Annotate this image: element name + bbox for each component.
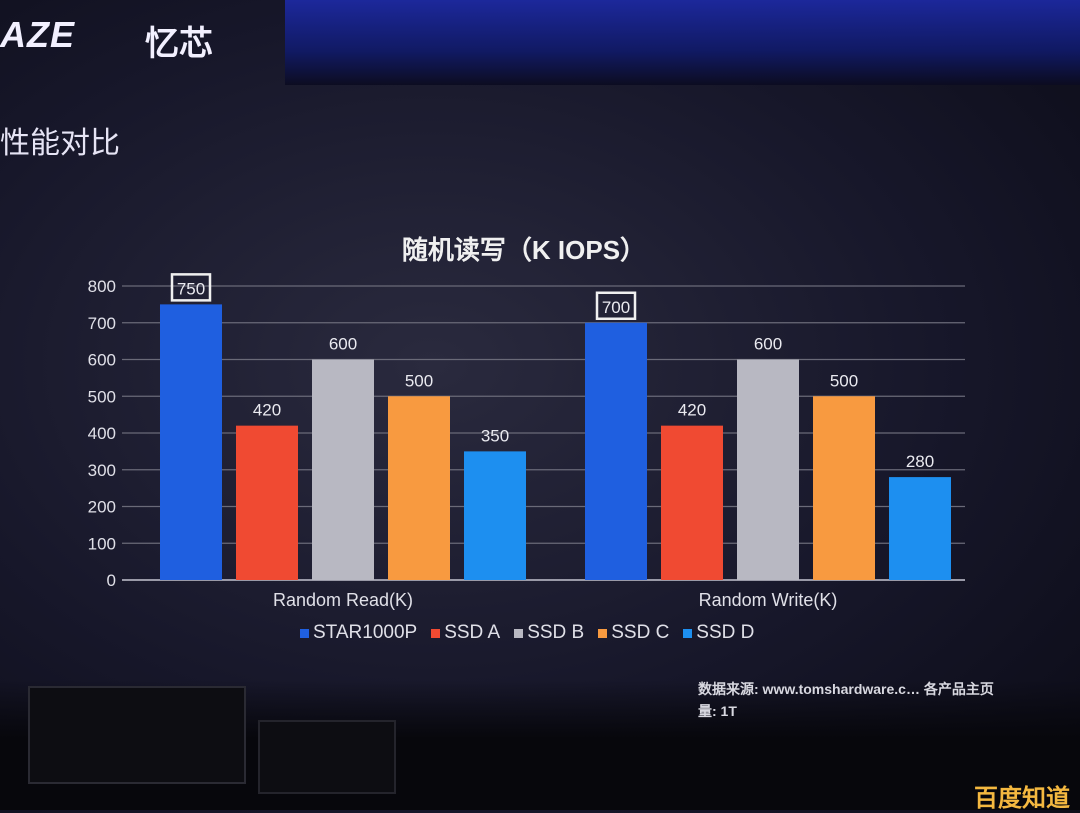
data-label: 420 [678, 401, 706, 420]
bar [661, 425, 723, 580]
logo: AZE [0, 14, 75, 55]
y-tick-label: 100 [88, 534, 116, 553]
legend-label: SSD D [696, 622, 755, 643]
legend-swatch [683, 628, 693, 638]
legend-item: SSD B [514, 622, 584, 644]
bar [889, 477, 951, 580]
bar [464, 451, 526, 580]
legend-swatch [514, 628, 524, 638]
y-tick-label: 400 [88, 424, 116, 443]
legend-swatch [300, 628, 309, 638]
legend-item: SSD A [431, 622, 500, 644]
legend-label: STAR1000P [313, 622, 418, 643]
data-label: 420 [253, 401, 281, 420]
legend-label: SSD A [444, 622, 501, 643]
data-label: 600 [754, 335, 782, 354]
stage-monitor [258, 720, 396, 794]
bar [236, 425, 298, 580]
stage-monitor [28, 686, 246, 784]
legend: STAR1000P SSD A SSD B SSD C SSD D [300, 622, 754, 644]
data-label: 750 [177, 279, 205, 298]
legend-item: STAR1000P [300, 622, 417, 644]
value-highlight-box [170, 273, 212, 302]
bar [585, 322, 647, 580]
legend-label: SSD B [527, 622, 585, 643]
data-source: 数据来源: www.tomshardware.c… 各产品主页 量: 1T [698, 678, 994, 722]
bar [312, 359, 374, 580]
y-tick-label: 800 [88, 277, 116, 296]
data-label: 600 [329, 335, 357, 354]
logo-cn: 忆芯 [145, 25, 213, 63]
y-tick-label: 200 [88, 498, 116, 517]
bar [813, 396, 875, 580]
y-tick-label: 700 [88, 314, 116, 333]
stage-lights [285, 0, 1080, 85]
data-label: 700 [602, 298, 630, 317]
data-label: 500 [830, 371, 858, 390]
bar [388, 396, 450, 580]
y-tick-label: 600 [88, 351, 116, 370]
capacity-line: 量: 1T [698, 703, 737, 719]
chart-title: 随机读写（K IOPS） [401, 235, 647, 265]
section-title: 性能对比 [0, 127, 120, 160]
data-label: 280 [906, 452, 934, 471]
x-category-label: Random Read(K) [273, 590, 413, 610]
x-category-label: Random Write(K) [699, 590, 838, 610]
legend-swatch [431, 628, 441, 638]
legend-swatch [598, 628, 608, 638]
legend-item: SSD C [598, 622, 669, 644]
legend-label: SSD C [611, 622, 670, 643]
data-label: 500 [405, 371, 433, 390]
y-tick-label: 300 [88, 461, 116, 480]
bar [737, 359, 799, 580]
y-tick-label: 0 [107, 571, 116, 590]
data-label: 350 [481, 426, 509, 445]
value-highlight-box [595, 291, 637, 320]
watermark: 百度知道 [974, 785, 1070, 812]
source-line: 数据来源: www.tomshardware.c… 各产品主页 [698, 681, 994, 697]
y-tick-label: 500 [88, 387, 116, 406]
legend-item: SSD D [683, 622, 754, 644]
bar [160, 304, 222, 580]
